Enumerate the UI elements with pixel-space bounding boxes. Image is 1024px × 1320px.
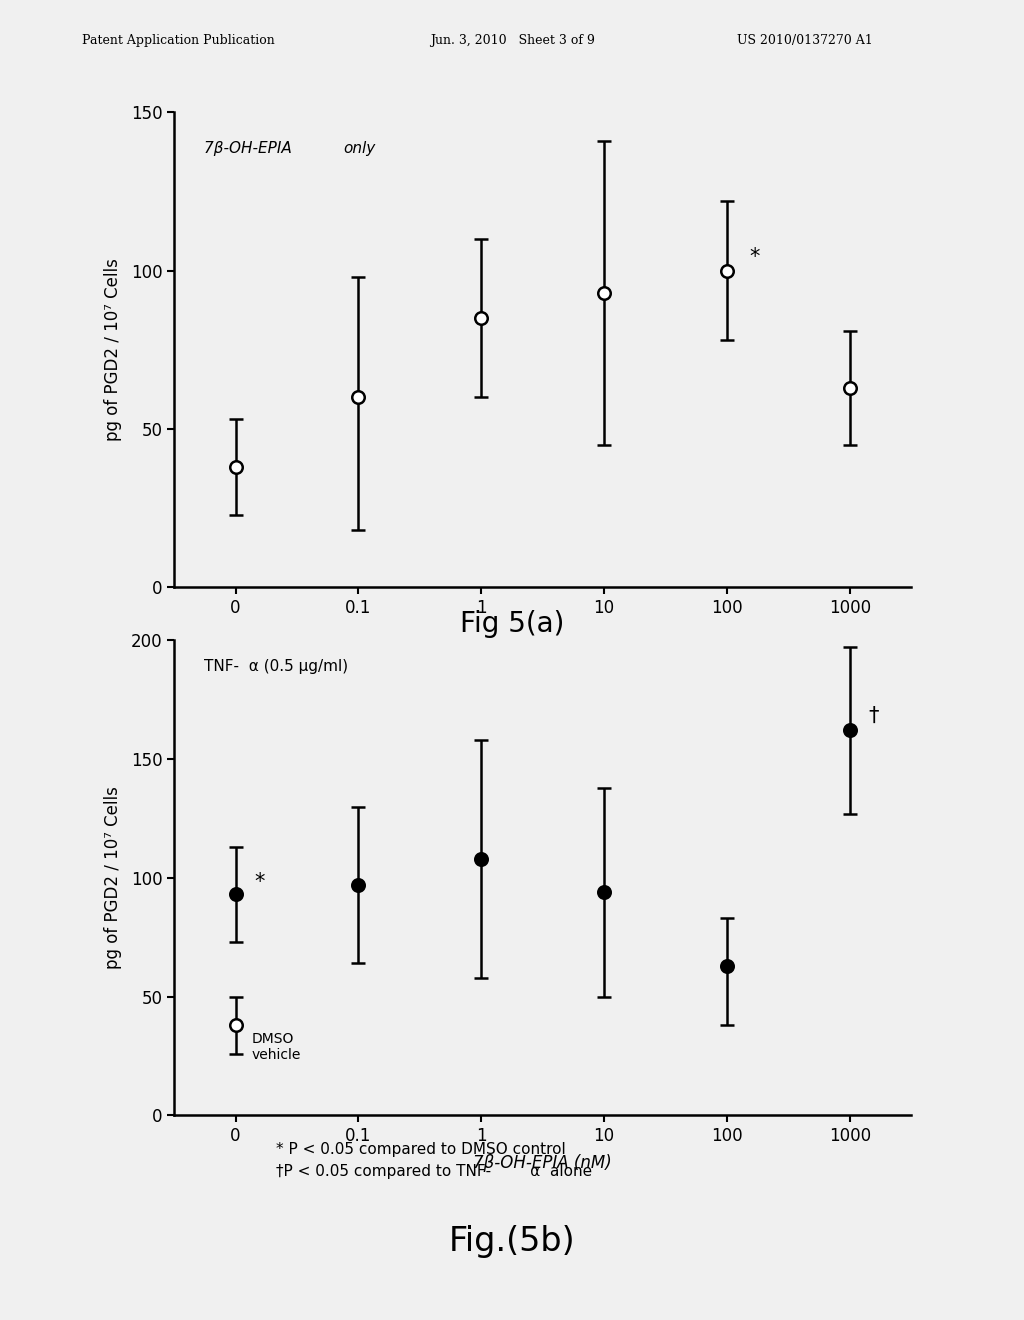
Text: Fig 5(a): Fig 5(a)	[460, 610, 564, 638]
Y-axis label: pg of PGD2 / 10⁷ Cells: pg of PGD2 / 10⁷ Cells	[104, 787, 122, 969]
Text: *: *	[254, 873, 264, 892]
Text: * P < 0.05 compared to DMSO control: * P < 0.05 compared to DMSO control	[276, 1142, 566, 1156]
Text: TNF-  α (0.5 µg/ml): TNF- α (0.5 µg/ml)	[204, 659, 348, 675]
Text: †: †	[868, 706, 879, 726]
Text: only: only	[344, 141, 376, 156]
Text: DMSO
vehicle: DMSO vehicle	[252, 1032, 301, 1063]
Y-axis label: pg of PGD2 / 10⁷ Cells: pg of PGD2 / 10⁷ Cells	[104, 259, 122, 441]
Text: †P < 0.05 compared to TNF-        α  alone: †P < 0.05 compared to TNF- α alone	[276, 1164, 593, 1179]
X-axis label: 7β-OH-EPIA (nM): 7β-OH-EPIA (nM)	[473, 1154, 612, 1172]
Text: Jun. 3, 2010   Sheet 3 of 9: Jun. 3, 2010 Sheet 3 of 9	[430, 34, 595, 48]
Text: 7β-OH-EPIA: 7β-OH-EPIA	[204, 141, 296, 156]
Text: Fig.(5b): Fig.(5b)	[449, 1225, 575, 1258]
Text: US 2010/0137270 A1: US 2010/0137270 A1	[737, 34, 873, 48]
Text: Patent Application Publication: Patent Application Publication	[82, 34, 274, 48]
Text: *: *	[750, 247, 760, 268]
